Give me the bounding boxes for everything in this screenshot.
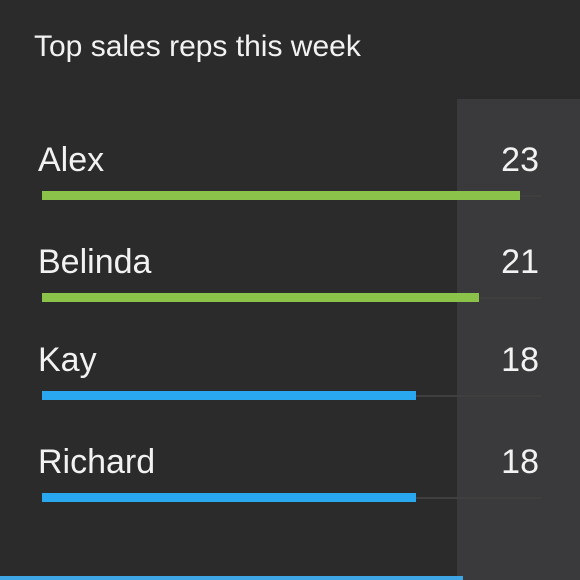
sales-bar <box>42 191 520 200</box>
rep-name-label: Belinda <box>38 243 152 281</box>
chart-title: Top sales reps this week <box>34 30 361 63</box>
rep-name-label: Alex <box>38 141 105 179</box>
rep-value-label: 18 <box>501 443 539 481</box>
sales-bar <box>42 493 416 502</box>
rep-name-label: Kay <box>38 341 97 379</box>
sales-bar <box>42 293 479 302</box>
bottom-accent-bar <box>0 576 463 580</box>
rep-row-0: Alex 23 <box>0 140 580 220</box>
right-panel <box>457 99 580 580</box>
rep-row-3: Richard 18 <box>0 442 580 522</box>
rep-row-2: Kay 18 <box>0 340 580 420</box>
rep-value-label: 18 <box>501 341 539 379</box>
sales-bar <box>42 391 416 400</box>
rep-name-label: Richard <box>38 443 156 481</box>
rep-value-label: 21 <box>501 243 539 281</box>
rep-row-1: Belinda 21 <box>0 242 580 322</box>
rep-value-label: 23 <box>501 141 539 179</box>
